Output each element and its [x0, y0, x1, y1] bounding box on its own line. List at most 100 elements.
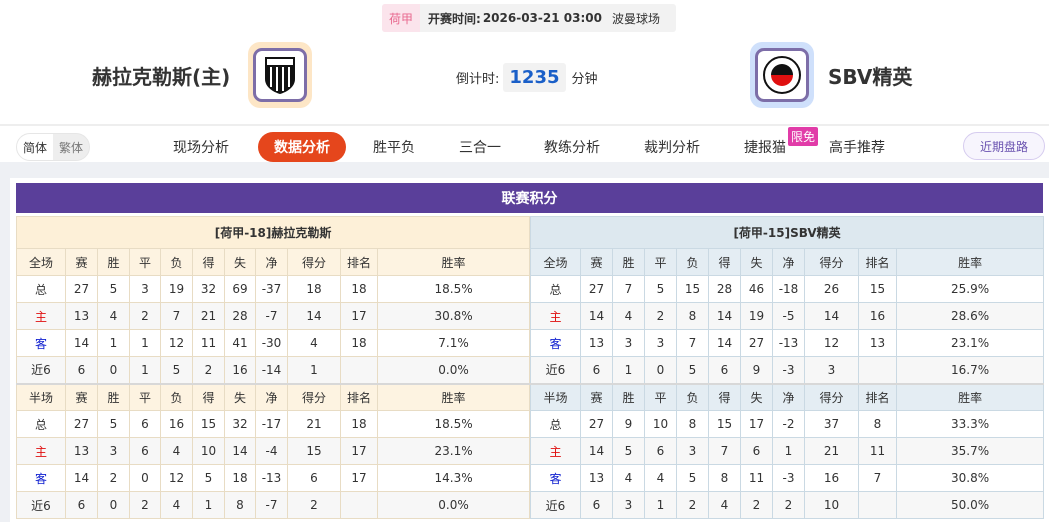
table-cell: 46 [740, 275, 773, 303]
table-cell: 2 [129, 491, 161, 519]
column-header: 全场 [530, 248, 581, 276]
recent-handicap-button[interactable]: 近期盘路 [963, 132, 1045, 160]
simplified-button[interactable]: 简体 [17, 134, 54, 160]
table-cell: 27 [740, 329, 773, 357]
tab-expert-picks[interactable]: 高手推荐 [829, 140, 885, 156]
row-label: 主 [530, 437, 581, 465]
table-cell: 9 [612, 410, 645, 438]
away-team-logo[interactable] [750, 42, 814, 108]
table-cell: 14 [65, 329, 98, 357]
column-header: 全场 [16, 248, 66, 276]
tab-referee-analysis[interactable]: 裁判分析 [644, 140, 700, 156]
away-team-name[interactable]: SBV精英 [828, 64, 913, 89]
table-cell: 4 [160, 491, 193, 519]
table-cell: 12 [160, 464, 193, 492]
table-cell: 12 [804, 329, 859, 357]
row-label: 总 [530, 410, 581, 438]
table-cell: 19 [740, 302, 773, 330]
tab-win-draw-lose[interactable]: 胜平负 [373, 140, 415, 156]
table-cell: 18 [340, 275, 378, 303]
traditional-button[interactable]: 繁体 [59, 140, 84, 155]
home-team-logo[interactable] [248, 42, 313, 108]
table-cell: 18 [287, 275, 341, 303]
table-cell: 1 [129, 329, 161, 357]
table-cell: 5 [97, 275, 130, 303]
row-label: 客 [16, 329, 66, 357]
table-cell: -13 [772, 329, 805, 357]
away-team: SBV精英 [750, 42, 912, 108]
table-cell: 6 [129, 410, 161, 438]
table-cell: 2 [644, 302, 677, 330]
table-cell: 11 [740, 464, 773, 492]
table-cell: 14 [580, 302, 613, 330]
full-header-row: 全场赛胜平负得失净得分 排名 胜率 [530, 248, 1045, 276]
table-row: 总 27 9 10 8 15 17 -2 37 8 33.3% [530, 410, 1045, 438]
table-cell: -18 [772, 275, 805, 303]
tab-live-analysis[interactable]: 现场分析 [173, 140, 229, 156]
tab-coach-analysis[interactable]: 教练分析 [544, 140, 600, 156]
table-cell: 11 [192, 329, 225, 357]
row-label: 近6 [16, 356, 66, 384]
tab-jiebaomao[interactable]: 捷报猫 [744, 140, 786, 156]
table-cell: -7 [255, 302, 288, 330]
league-tag[interactable]: 荷甲 [382, 4, 421, 32]
table-cell: 32 [192, 275, 225, 303]
column-header: 胜率 [895, 382, 1045, 411]
table-cell: 6 [644, 437, 677, 465]
table-cell: 37 [804, 410, 859, 438]
table-cell: 5 [644, 275, 677, 303]
table-cell: 5 [676, 464, 709, 492]
countdown-value: 1235 [503, 63, 566, 92]
table-cell: 1 [97, 329, 130, 357]
table-cell: 4 [287, 329, 341, 357]
table-cell: -30 [255, 329, 288, 357]
table-cell: 14 [65, 464, 98, 492]
column-header: 得 [192, 248, 225, 276]
table-cell: 4 [612, 464, 645, 492]
row-label: 总 [530, 275, 581, 303]
table-cell: 1 [129, 356, 161, 384]
row-label: 总 [16, 410, 66, 438]
row-label: 近6 [530, 491, 581, 519]
table-cell: -5 [772, 302, 805, 330]
column-header: 得分 [287, 382, 341, 411]
table-cell: 0 [97, 356, 130, 384]
table-cell: 2 [676, 491, 709, 519]
table-cell: 16 [160, 410, 193, 438]
home-team-name[interactable]: 赫拉克勒斯(主) [92, 64, 231, 89]
table-cell: 1 [287, 356, 341, 384]
table-cell: 8 [224, 491, 256, 519]
table-cell: 15 [676, 275, 709, 303]
table-cell: 16 [804, 464, 859, 492]
column-header: 净 [255, 382, 288, 411]
table-cell: -13 [255, 464, 288, 492]
row-label: 近6 [530, 356, 581, 384]
table-cell: 27 [580, 275, 613, 303]
column-header: 得分 [804, 382, 859, 411]
column-header: 负 [160, 248, 193, 276]
column-header: 赛 [580, 382, 613, 411]
column-header: 胜 [612, 382, 645, 411]
column-header: 半场 [16, 382, 66, 411]
table-cell: 2 [192, 356, 225, 384]
table-cell: 7 [676, 329, 709, 357]
column-header: 得 [192, 382, 225, 411]
table-cell: -3 [772, 464, 805, 492]
column-header: 得分 [287, 248, 341, 276]
standings-title: 联赛积分 [16, 183, 1043, 213]
tab-three-in-one[interactable]: 三合一 [459, 140, 501, 156]
table-cell: 9 [740, 356, 773, 384]
table-cell: 28 [224, 302, 256, 330]
table-cell: 30.8% [895, 464, 1045, 492]
table-cell: 8 [858, 410, 897, 438]
venue: 波曼球场 [611, 11, 660, 26]
table-cell: 0 [97, 491, 130, 519]
column-header: 净 [772, 248, 805, 276]
tab-data-analysis[interactable]: 数据分析 [258, 132, 346, 162]
column-header: 平 [644, 248, 677, 276]
table-cell: 4 [644, 464, 677, 492]
column-header: 得分 [804, 248, 859, 276]
column-header: 排名 [340, 248, 378, 276]
table-cell: 16.7% [895, 356, 1045, 384]
table-cell: 8 [676, 410, 709, 438]
